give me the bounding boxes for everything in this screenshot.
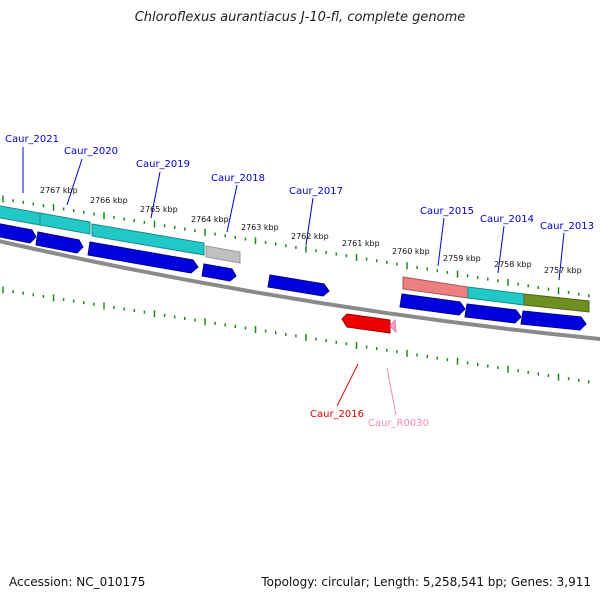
cds-arrow-caur-2015[interactable] [399,293,466,316]
scale-label: 2758 kbp [494,260,532,269]
map-title: Chloroflexus aurantiacus J-10-fl, comple… [134,10,466,25]
callout-lines [22,147,565,416]
feature-bar-caur-2021[interactable] [0,205,41,226]
gene-label-caur-2018[interactable]: Caur_2018 [211,173,265,184]
cds-arrow-caur-2016[interactable] [341,313,391,334]
gene-label-caur-r0030[interactable]: Caur_R0030 [368,418,429,429]
accession-text: Accession: NC_010175 [9,575,146,589]
feature-track-outer [0,205,590,313]
gene-label-caur-2015[interactable]: Caur_2015 [420,206,474,217]
feature-bar-caur-2014[interactable] [467,286,525,306]
cds-arrow-caur-2017[interactable] [267,274,330,297]
scale-label: 2764 kbp [191,215,229,224]
cds-arrow-caur-2020[interactable] [35,231,84,254]
cds-arrow-caur-2013[interactable] [520,310,587,331]
gene-label-caur-2019[interactable]: Caur_2019 [136,159,190,170]
gene-label-caur-2016[interactable]: Caur_2016 [310,409,364,420]
scale-label: 2767 kbp [40,186,78,195]
scale-label: 2759 kbp [443,254,481,263]
forward-cds-track [0,223,587,331]
gene-labels: Caur_2021 Caur_2020 Caur_2019 Caur_2018 … [5,134,594,429]
feature-bar-caur-2015[interactable] [402,276,469,299]
feature-bar-caur-2020[interactable] [39,212,91,235]
gene-label-caur-2017[interactable]: Caur_2017 [289,186,343,197]
reverse-cds-track [341,313,397,334]
scale-label: 2760 kbp [392,247,430,256]
gene-label-caur-2013[interactable]: Caur_2013 [540,221,594,232]
cds-arrow-caur-2021[interactable] [0,223,37,244]
cds-arrow-caur-2014[interactable] [464,303,522,324]
topology-text: Topology: circular; Length: 5,258,541 bp… [261,575,591,589]
scale-labels: 2767 kbp 2766 kbp 2765 kbp 2764 kbp 2763… [40,186,582,275]
gene-label-caur-2014[interactable]: Caur_2014 [480,214,534,225]
rna-marker-caur-r0030[interactable] [389,318,397,334]
scale-label: 2757 kbp [544,266,582,275]
feature-bar-caur-2018[interactable] [205,245,241,264]
scale-label: 2765 kbp [140,205,178,214]
cds-arrow-caur-2018[interactable] [201,263,237,282]
genome-backbone [0,239,600,342]
upper-tick-track [2,195,590,298]
gene-label-caur-2020[interactable]: Caur_2020 [64,146,118,157]
scale-label: 2766 kbp [90,196,128,205]
scale-label: 2761 kbp [342,239,380,248]
gene-label-caur-2021[interactable]: Caur_2021 [5,134,59,145]
scale-label: 2762 kbp [291,232,329,241]
cds-arrow-caur-2019[interactable] [87,241,199,274]
feature-bar-caur-2019[interactable] [91,223,205,256]
lower-tick-track [2,286,590,384]
scale-label: 2763 kbp [241,223,279,232]
feature-bar-caur-2013[interactable] [523,293,590,313]
